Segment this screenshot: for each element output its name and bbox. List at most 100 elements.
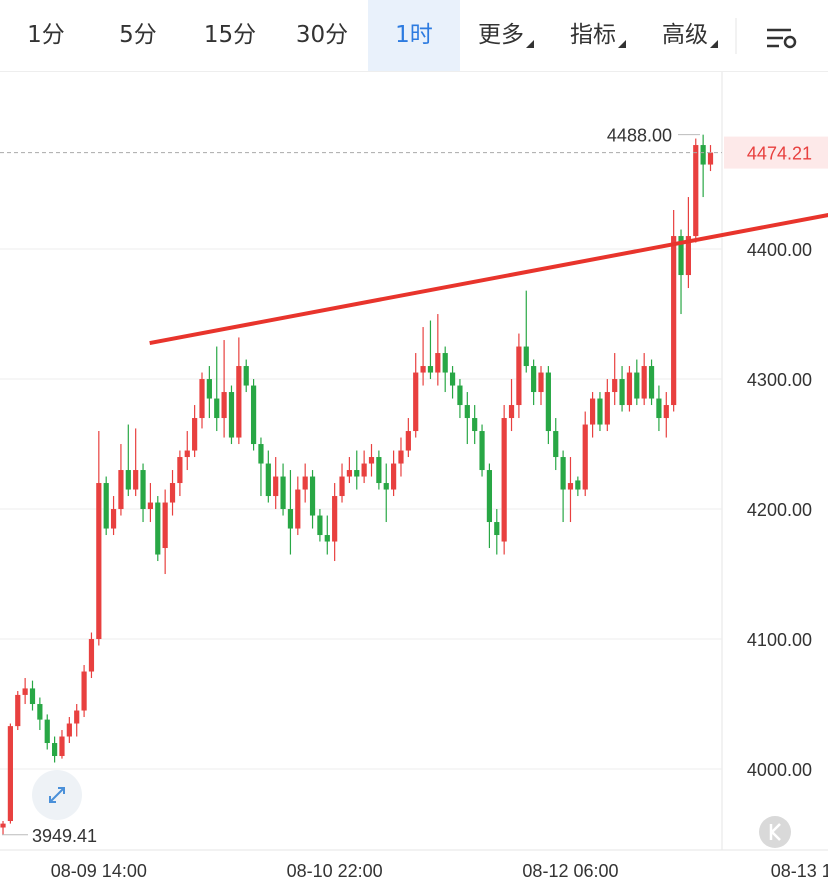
candle-body	[420, 366, 426, 373]
candle-body	[265, 463, 271, 497]
candle-body	[22, 688, 28, 695]
candle-body	[449, 372, 456, 386]
candle-body	[258, 444, 264, 464]
candle-body	[663, 405, 669, 419]
candle-body	[169, 483, 176, 503]
candle-body	[501, 418, 507, 542]
x-tick-label: 08-12 06:00	[522, 861, 618, 881]
candle-body	[88, 639, 95, 672]
candle-body	[140, 470, 146, 510]
candle-body	[464, 405, 470, 419]
candle-body	[228, 392, 235, 438]
max-label: 4488.00	[607, 126, 672, 146]
candle-body	[435, 353, 441, 373]
chart: 4000.00 4100.00 4200.00 4300.00 4400.00 08-09…	[0, 72, 828, 881]
toolbar: 1分 5分 15分 30分 1时 更多 指标 高级	[0, 0, 828, 72]
candle-body	[567, 483, 574, 490]
candle-body	[700, 145, 706, 165]
candle-body	[538, 372, 544, 393]
y-tick-label: 4000.00	[747, 760, 812, 780]
candle-body	[15, 694, 21, 727]
candle-body	[339, 476, 345, 497]
candle-body	[383, 483, 389, 490]
candle-body	[295, 489, 301, 529]
candles	[0, 134, 714, 835]
candle-body	[575, 480, 581, 490]
expand-button[interactable]	[32, 770, 82, 820]
tab[interactable]: 15分	[184, 0, 276, 71]
candle-body	[0, 823, 6, 828]
settings-icon[interactable]	[767, 28, 797, 49]
k-button[interactable]	[759, 816, 791, 848]
dropdown-arrow	[526, 40, 534, 48]
y-tick-label: 4100.00	[747, 630, 812, 650]
tab[interactable]: 30分	[276, 0, 368, 71]
candle-body	[707, 152, 714, 165]
tab[interactable]: 指标	[552, 0, 644, 71]
candle-body	[354, 470, 360, 477]
candle-body	[553, 431, 559, 458]
candle-body	[59, 736, 65, 757]
candle-body	[685, 236, 691, 276]
candle-body	[531, 366, 537, 393]
candle-body	[604, 392, 610, 425]
tab-label: 1分	[27, 22, 65, 48]
candle-body	[221, 392, 227, 419]
candle-body	[582, 424, 588, 490]
candle-body	[66, 723, 72, 737]
candle-body	[133, 470, 139, 490]
candle-body	[545, 372, 551, 432]
candle-body	[656, 398, 662, 419]
candle-body	[206, 379, 212, 399]
candle-body	[29, 688, 36, 705]
candle-body	[346, 470, 352, 477]
candle-body	[155, 502, 161, 555]
candle-body	[214, 398, 220, 419]
dropdown-arrow	[618, 40, 626, 48]
candle-body	[368, 457, 375, 464]
y-tick-label: 4200.00	[747, 500, 812, 520]
tab[interactable]: 高级	[644, 0, 736, 71]
candle-body	[103, 483, 109, 529]
min-label: 3949.41	[32, 826, 97, 846]
candle-body	[118, 470, 124, 510]
candle-body	[486, 470, 493, 523]
y-tick-label: 4400.00	[747, 240, 812, 260]
candle-body	[52, 743, 58, 757]
candle-body	[391, 463, 397, 490]
candle-body	[626, 372, 633, 406]
tab[interactable]: 更多	[460, 0, 552, 71]
candle-body	[324, 535, 330, 542]
candle-body	[273, 476, 279, 497]
candle-body	[523, 346, 529, 367]
candle-body	[597, 398, 603, 425]
candle-body	[199, 379, 205, 419]
candle-body	[479, 431, 485, 471]
candle-body	[671, 236, 677, 406]
tab[interactable]: 1分	[0, 0, 92, 71]
candle-body	[376, 457, 382, 484]
candle-body	[309, 476, 316, 516]
candle-body	[332, 496, 338, 542]
candle-body	[74, 710, 80, 724]
candle-body	[641, 366, 647, 399]
candle-body	[317, 515, 323, 536]
last-price-box	[724, 136, 828, 169]
candle-body	[302, 476, 308, 490]
candle-body	[516, 346, 522, 406]
candle-body	[472, 418, 478, 432]
x-tick-label: 08-09 14:00	[51, 861, 147, 881]
trend-line	[149, 213, 828, 345]
candle-body	[81, 671, 87, 711]
tab-label: 1时	[395, 22, 433, 48]
candle-body	[37, 704, 43, 720]
tab[interactable]: 1时	[368, 0, 460, 71]
tab-label: 高级	[662, 22, 708, 48]
candle-body	[177, 457, 183, 484]
tab[interactable]: 5分	[92, 0, 184, 71]
candle-body	[250, 385, 257, 445]
tab-label: 30分	[295, 22, 349, 48]
candle-body	[44, 719, 50, 744]
candle-body	[287, 509, 294, 529]
